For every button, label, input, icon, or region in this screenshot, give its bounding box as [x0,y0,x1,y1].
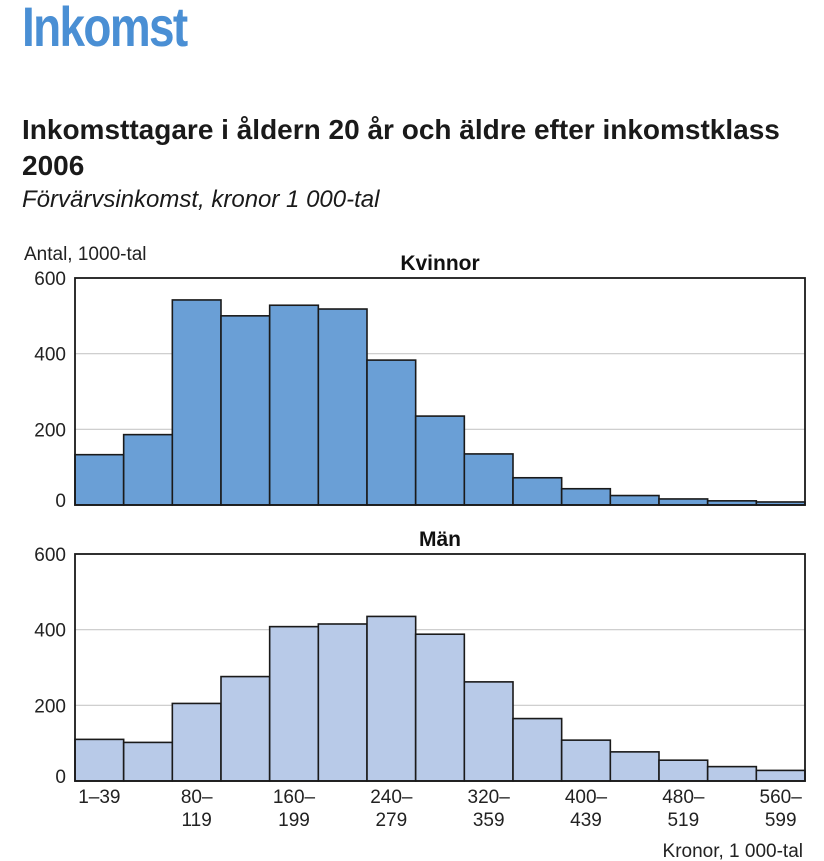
bar-1-5 [317,623,368,782]
x-tick-label: 240– [370,787,413,808]
panel-title: Män [419,528,461,551]
x-tick-label: 480– [662,787,705,808]
x-tick-label: 519 [667,810,699,831]
x-tick-label: 599 [765,810,797,831]
x-axis-label: Kronor, 1 000-tal [663,841,803,861]
y-tick-label: 200 [34,696,66,717]
plot-frame [74,553,806,782]
bar-0-2 [171,299,222,506]
bar-0-0 [74,453,125,506]
x-tick-label: 359 [473,810,505,831]
y-axis-label: Antal, 1000-tal [24,244,147,265]
bar-0-12 [658,498,709,506]
chart-title: Inkomsttagare i åldern 20 år och äldre e… [22,114,780,181]
y-tick-label: 400 [34,345,66,366]
bar-1-2 [171,702,222,782]
y-tick-label: 600 [34,269,66,290]
bar-0-1 [122,433,174,506]
bar-0-9 [512,476,563,506]
bar-1-8 [463,681,514,782]
x-tick-label: 160– [273,787,316,808]
bar-1-13 [706,765,758,782]
panel-title: Kvinnor [400,252,479,275]
bar-1-7 [414,633,466,782]
bar-0-7 [414,415,466,506]
bar-1-1 [122,741,174,782]
bar-0-8 [463,453,514,506]
bar-1-6 [366,615,417,782]
x-tick-label: 1–39 [78,787,120,808]
y-tick-label: 200 [34,420,66,441]
bar-1-9 [512,717,563,782]
y-tick-label: 0 [55,767,66,788]
chart-subtitle: Förvärvsinkomst, kronor 1 000-tal [22,186,380,213]
plot-frame [74,277,806,506]
bar-1-12 [658,759,709,782]
bar-0-11 [609,494,660,506]
bar-1-14 [755,769,806,782]
x-tick-label: 320– [468,787,511,808]
y-tick-label: 600 [34,545,66,566]
x-tick-label: 80– [181,787,213,808]
bar-1-11 [609,751,660,782]
bar-1-4 [268,625,320,782]
bar-0-3 [220,315,271,506]
bar-0-4 [268,304,320,506]
section-heading: Inkomst [22,0,188,58]
y-tick-label: 0 [55,491,66,512]
x-tick-label: 400– [565,787,608,808]
y-tick-label: 400 [34,621,66,642]
bar-0-5 [317,308,368,506]
x-tick-label: 119 [182,810,212,831]
x-tick-label: 560– [760,787,803,808]
bar-0-10 [560,487,612,506]
x-tick-label: 439 [570,810,602,831]
x-tick-label: 279 [375,810,407,831]
bar-1-10 [560,739,612,782]
bar-1-3 [220,675,271,782]
bar-1-0 [74,738,125,782]
x-tick-label: 199 [278,810,310,831]
bar-0-6 [366,359,417,506]
